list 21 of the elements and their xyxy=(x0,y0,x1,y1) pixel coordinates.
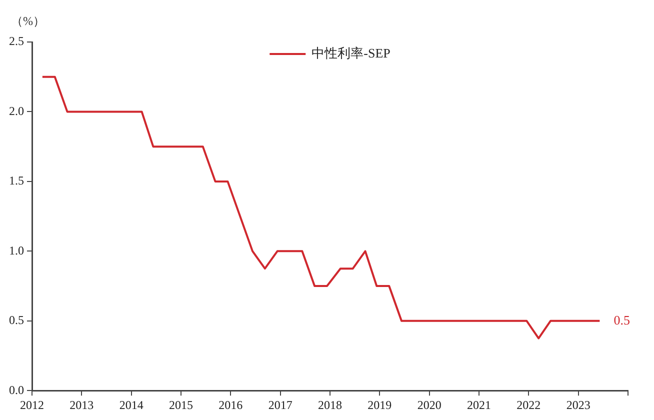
x-tick-label: 2016 xyxy=(218,398,243,412)
y-tick-label: 0.5 xyxy=(9,313,24,328)
y-tick-label: 1.5 xyxy=(9,174,24,188)
x-tick-label: 2020 xyxy=(417,398,442,412)
y-tick-label: 2.5 xyxy=(9,34,24,48)
y-tick-label: 1.0 xyxy=(9,243,24,258)
legend-label: 中性利率-SEP xyxy=(312,45,390,60)
y-tick-label: 2.0 xyxy=(9,104,24,118)
y-axis-title: （%） xyxy=(11,14,45,28)
x-tick-label: 2012 xyxy=(20,398,44,412)
x-tick-label: 2014 xyxy=(119,398,144,412)
annotation: 0.5 xyxy=(614,312,630,328)
x-tick-label: 2023 xyxy=(566,398,590,412)
x-tick-label: 2018 xyxy=(318,398,342,412)
x-tick-label: 2013 xyxy=(70,398,94,412)
x-tick-label: 2019 xyxy=(368,398,392,412)
x-tick-label: 2017 xyxy=(268,398,292,412)
y-tick-label: 0.0 xyxy=(9,382,24,397)
x-tick-label: 2022 xyxy=(516,398,541,412)
x-tick-label: 2021 xyxy=(467,398,491,412)
x-tick-label: 2015 xyxy=(169,398,193,412)
